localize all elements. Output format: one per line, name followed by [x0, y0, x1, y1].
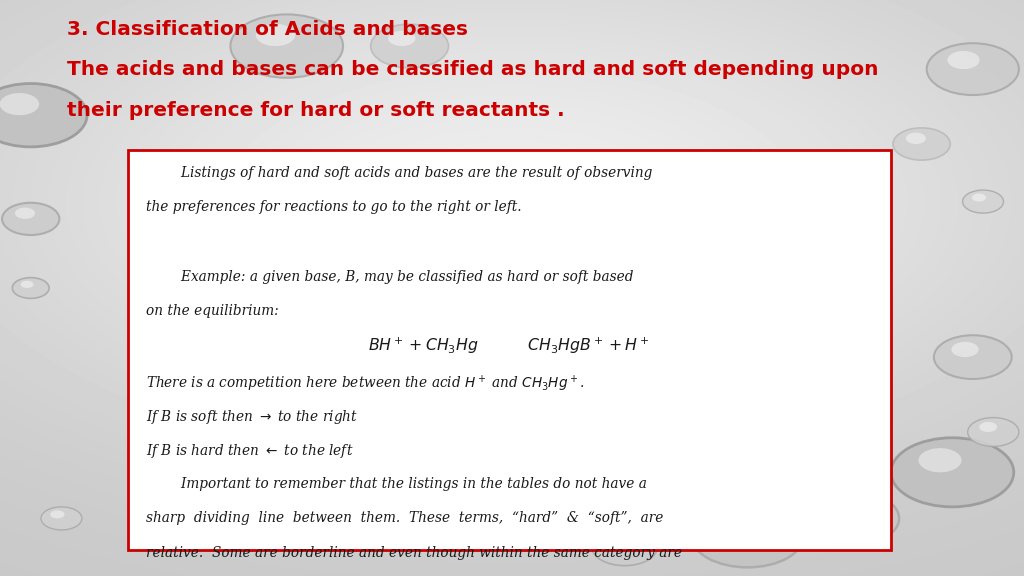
Text: The acids and bases can be classified as hard and soft depending upon: The acids and bases can be classified as…	[67, 60, 878, 79]
Text: 3. Classification of Acids and bases: 3. Classification of Acids and bases	[67, 20, 468, 39]
Circle shape	[972, 194, 986, 202]
Circle shape	[801, 491, 899, 546]
Circle shape	[0, 84, 87, 147]
Text: Example: a given base, B, may be classified as hard or soft based: Example: a given base, B, may be classif…	[146, 270, 634, 283]
Text: There is a competition here between the acid $H^+$ and $CH_3Hg^+$.: There is a competition here between the …	[146, 373, 585, 393]
Circle shape	[906, 132, 926, 144]
Text: sharp  dividing  line  between  them.  These  terms,  “hard”  &  “soft”,  are: sharp dividing line between them. These …	[146, 511, 664, 525]
Circle shape	[717, 514, 756, 536]
Circle shape	[979, 422, 997, 432]
Circle shape	[919, 448, 962, 472]
Circle shape	[947, 51, 980, 69]
Text: Listings of hard and soft acids and bases are the result of observing: Listings of hard and soft acids and base…	[146, 166, 653, 180]
Circle shape	[963, 190, 1004, 213]
Circle shape	[12, 278, 49, 298]
Circle shape	[15, 207, 35, 219]
Circle shape	[2, 203, 59, 235]
Circle shape	[230, 14, 343, 78]
Circle shape	[951, 342, 979, 357]
Text: If B is soft then $\rightarrow$ to the right: If B is soft then $\rightarrow$ to the r…	[146, 408, 358, 426]
Text: their preference for hard or soft reactants .: their preference for hard or soft reacta…	[67, 101, 564, 120]
FancyBboxPatch shape	[128, 150, 891, 550]
Text: on the equilibrium:: on the equilibrium:	[146, 304, 280, 318]
Text: relative.  Some are borderline and even though within the same category are: relative. Some are borderline and even t…	[146, 546, 682, 560]
Circle shape	[927, 43, 1019, 95]
Circle shape	[606, 535, 630, 547]
Circle shape	[823, 499, 857, 518]
Circle shape	[20, 281, 34, 288]
Circle shape	[968, 418, 1019, 446]
Circle shape	[893, 128, 950, 160]
Text: $BH^+ + CH_3Hg$          $CH_3HgB^+ + H^+$: $BH^+ + CH_3Hg$ $CH_3HgB^+ + H^+$	[369, 336, 650, 356]
Circle shape	[41, 507, 82, 530]
Circle shape	[934, 335, 1012, 379]
Circle shape	[256, 24, 295, 46]
Text: the preferences for reactions to go to the right or left.: the preferences for reactions to go to t…	[146, 200, 522, 214]
Text: Important to remember that the listings in the tables do not have a: Important to remember that the listings …	[146, 477, 647, 491]
Circle shape	[371, 24, 449, 68]
Circle shape	[691, 504, 804, 567]
Circle shape	[592, 529, 657, 566]
Circle shape	[50, 510, 65, 518]
Circle shape	[891, 438, 1014, 507]
Circle shape	[388, 31, 416, 46]
Text: If B is hard then $\leftarrow$ to the left: If B is hard then $\leftarrow$ to the le…	[146, 442, 354, 460]
Circle shape	[0, 93, 39, 115]
